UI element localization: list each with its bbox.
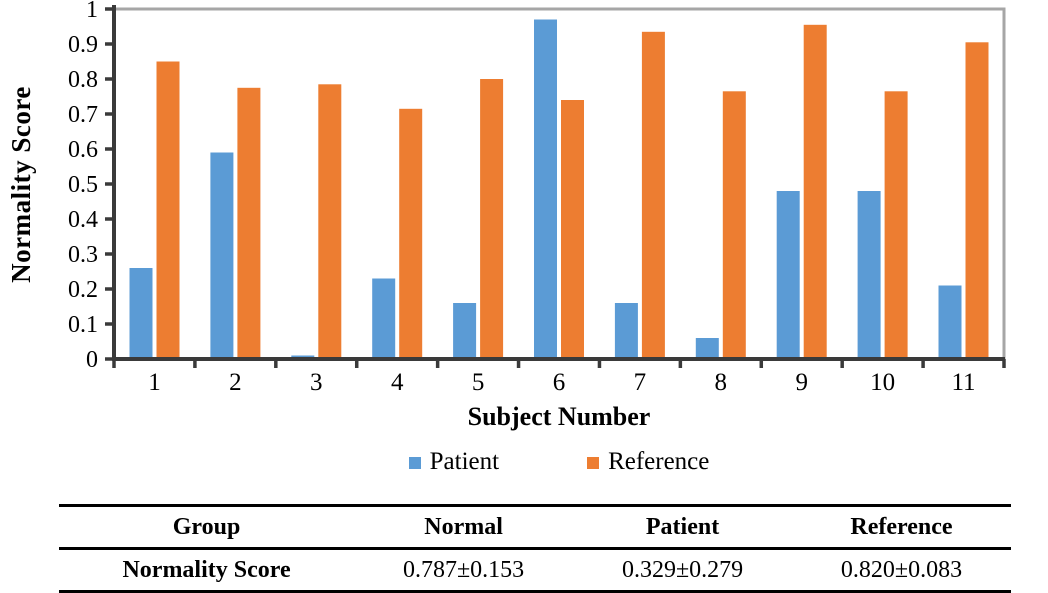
y-tick-label: 0.9 xyxy=(68,32,98,58)
x-tick-label: 6 xyxy=(553,369,566,396)
legend-item-reference: Reference xyxy=(587,448,709,476)
x-tick-label: 3 xyxy=(310,369,323,396)
y-tick-label: 0.5 xyxy=(68,172,98,198)
x-tick-label: 11 xyxy=(951,369,975,396)
legend-label-reference: Reference xyxy=(608,448,710,475)
bar-patient-10 xyxy=(857,191,881,359)
plot-border xyxy=(114,7,1006,359)
bar-patient-11 xyxy=(938,285,962,359)
y-tick-label: 0.8 xyxy=(68,67,98,93)
bar-reference-10 xyxy=(884,91,908,360)
y-tick-label: 0.7 xyxy=(68,102,98,128)
bar-reference-8 xyxy=(722,91,746,360)
x-tick-label: 1 xyxy=(148,369,161,396)
y-tick-label: 0 xyxy=(86,347,98,373)
bar-patient-9 xyxy=(776,191,800,359)
bar-patient-4 xyxy=(372,278,396,359)
bar-patient-1 xyxy=(129,268,153,359)
col-header-reference: Reference xyxy=(850,513,953,540)
bar-reference-1 xyxy=(156,61,180,359)
value-patient: 0.329±0.279 xyxy=(621,556,744,583)
reference-swatch-icon xyxy=(587,457,600,469)
x-tick-label: 8 xyxy=(715,369,728,396)
bar-reference-11 xyxy=(965,42,989,360)
bar-reference-5 xyxy=(480,79,504,359)
y-tick-label: 1 xyxy=(86,0,98,23)
x-tick-label: 10 xyxy=(870,369,895,396)
y-tick-label: 0.4 xyxy=(68,207,98,233)
bar-reference-3 xyxy=(318,84,342,360)
legend-label-patient: Patient xyxy=(429,448,500,475)
table-header-row: Group Normal Patient Reference xyxy=(59,506,1011,549)
value-reference: 0.820±0.083 xyxy=(840,556,963,583)
x-axis-title: Subject Number xyxy=(467,402,651,431)
bar-patient-2 xyxy=(210,152,234,359)
x-tick-label: 4 xyxy=(391,369,404,396)
table-row-normality-score: Normality Score 0.787±0.153 0.329±0.279 … xyxy=(59,549,1011,592)
row-label-normality-score: Normality Score xyxy=(122,556,291,583)
bar-reference-6 xyxy=(561,100,584,359)
x-tick-label: 2 xyxy=(229,369,242,396)
col-header-group: Group xyxy=(172,513,241,540)
bar-reference-2 xyxy=(237,87,261,360)
bar-reference-4 xyxy=(399,108,423,360)
patient-swatch-icon xyxy=(408,457,421,469)
bar-chart: 1 2 3 4 5 6 7 8 9 10 11 0 0.1 0.2 0.3 0.4 0.5 0.6 0.7 0.8 0.… xyxy=(68,0,1006,396)
value-normal: 0.787±0.153 xyxy=(403,556,525,583)
x-tick-label: 5 xyxy=(472,369,485,396)
chart-legend: Patient Reference xyxy=(114,448,1004,476)
col-header-normal: Normal xyxy=(424,513,503,540)
legend-item-patient: Patient xyxy=(408,448,500,476)
y-tick-label: 0.6 xyxy=(68,137,98,163)
y-axis-title-text: Normality Score xyxy=(5,85,36,283)
y-tick-label: 0.3 xyxy=(68,242,98,268)
summary-table: Group Normal Patient Reference Normality… xyxy=(59,504,1011,593)
x-tick-label: 7 xyxy=(634,369,647,396)
bar-patient-8 xyxy=(695,338,719,359)
bar-reference-9 xyxy=(803,24,827,360)
bar-patient-7 xyxy=(614,303,638,359)
y-tick-label: 0.1 xyxy=(68,312,98,338)
y-axis-title: Normality Score xyxy=(2,9,40,359)
bar-patient-5 xyxy=(453,303,477,359)
y-tick-label: 0.2 xyxy=(68,277,98,303)
col-header-patient: Patient xyxy=(645,513,720,540)
bar-patient-6 xyxy=(534,19,557,359)
bar-reference-7 xyxy=(641,31,665,360)
x-tick-label: 9 xyxy=(795,369,808,396)
